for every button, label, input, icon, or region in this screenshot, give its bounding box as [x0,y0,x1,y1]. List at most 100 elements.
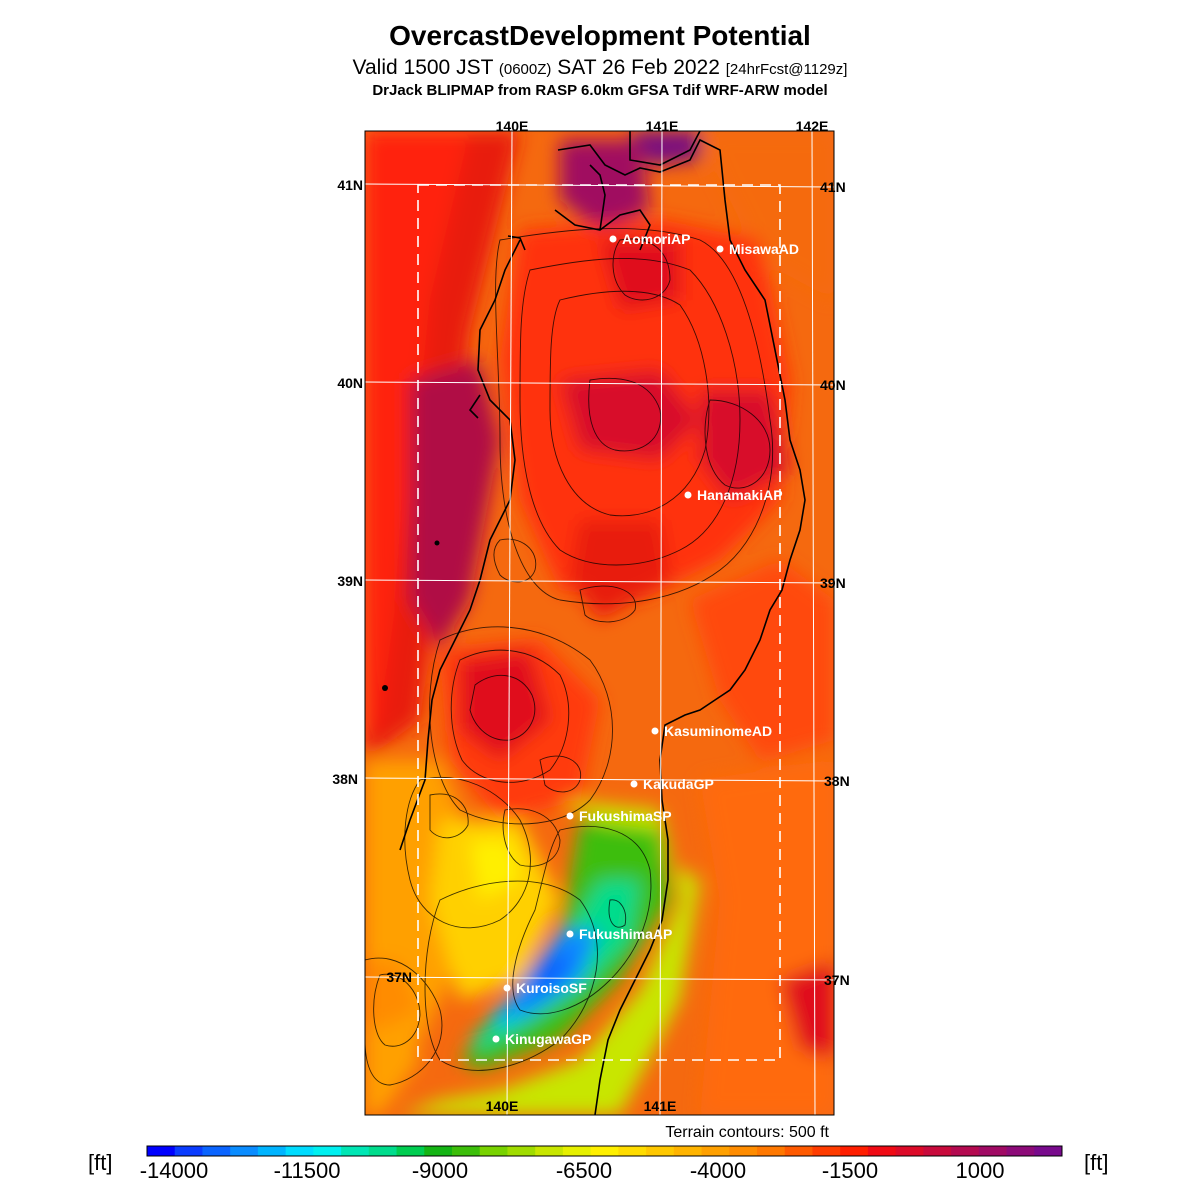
station-label: KasuminomeAD [664,723,772,739]
forecast-field [365,131,834,1115]
station-dot [566,812,574,820]
station-fukushimaap[interactable]: FukushimaAP [566,926,673,942]
legend-swatch [978,1146,1008,1156]
legend-swatch [673,1146,703,1156]
lat-label-right-41: 41N [820,179,846,195]
station-kuroisosf[interactable]: KuroisoSF [503,980,588,996]
legend-swatch [452,1146,481,1156]
legend-swatch [923,1146,952,1156]
legend-swatch [424,1146,453,1156]
station-dot [716,245,724,253]
legend-swatch [174,1146,203,1156]
legend-label: -11500 [274,1158,341,1183]
station-dot [566,930,574,938]
legend-swatch [313,1146,342,1156]
terrain-contour-note: Terrain contours: 500 ft [665,1124,829,1141]
legend-swatch [757,1146,786,1156]
legend-swatch [562,1146,592,1156]
lat-label-left-41: 41N [337,177,363,193]
station-kasuminomead[interactable]: KasuminomeAD [651,723,773,739]
legend-swatch [590,1146,619,1156]
legend-swatch [895,1146,924,1156]
inner-domain-box [417,184,781,1061]
legend-swatch [535,1146,564,1156]
legend-swatch [812,1146,841,1156]
lat-label-left-40: 40N [337,375,363,391]
legend-swatch [867,1146,897,1156]
station-dot [684,491,692,499]
station-dot [609,235,617,243]
lat-label-right-38: 38N [824,773,850,789]
lat-label-right-40: 40N [820,377,846,393]
legend-swatch [646,1146,675,1156]
small-islands [382,540,440,691]
lat-label-right-37: 37N [824,972,850,988]
station-label: FukushimaAP [579,926,672,942]
legend-swatch [951,1146,980,1156]
lon-label-top-140: 140E [496,118,529,134]
legend-swatch [618,1146,647,1156]
legend-swatch [729,1146,758,1156]
map-frame [364,130,835,1116]
legend-swatch [1006,1146,1035,1156]
lon-label-bottom-141: 141E [644,1098,677,1114]
valid-time-line: Valid 1500 JST (0600Z) SAT 26 Feb 2022 [… [0,56,1200,80]
legend-label: -14000 [140,1158,209,1183]
legend-swatch [257,1146,287,1156]
lon-label-bottom-140: 140E [486,1098,519,1114]
station-dot [503,984,511,992]
axis-labels: 140E 141E 142E 140E 141E 41N 40N 39N 38N… [332,118,849,1114]
station-label: HanamakiAP [697,487,783,503]
station-label: MisawaAD [729,241,799,257]
lon-label-top-141: 141E [646,118,679,134]
legend-label: -1500 [822,1158,878,1183]
station-label: KinugawaGP [505,1031,591,1047]
station-dot [630,780,638,788]
stations: AomoriAP MisawaAD HanamakiAP KasuminomeA… [492,231,800,1047]
valid-utc: (0600Z) [498,61,552,78]
legend-swatch [840,1146,869,1156]
lat-label-left-39: 39N [337,573,363,589]
valid-prefix: Valid 1500 JST [352,56,494,79]
lon-label-top-142: 142E [796,118,829,134]
legend-swatch [507,1146,536,1156]
station-aomoriap[interactable]: AomoriAP [609,231,691,247]
legend-swatch [202,1146,231,1156]
station-kakudagp[interactable]: KakudaGP [630,776,714,792]
lat-label-left-38: 38N [332,771,358,787]
legend-label: -6500 [556,1158,612,1183]
station-label: AomoriAP [622,231,690,247]
legend-swatch [341,1146,370,1156]
station-hanamakiap[interactable]: HanamakiAP [684,487,783,503]
forecast-info: [24hrFcst@1129z] [725,61,848,78]
lat-label-left-37: 37N [386,969,412,985]
legend-swatch [368,1146,398,1156]
legend-frame [146,1145,1063,1157]
station-dot [492,1035,500,1043]
legend-swatch [285,1146,314,1156]
station-misawaad[interactable]: MisawaAD [716,241,800,257]
station-label: FukushimaSP [579,808,672,824]
legend-swatch [701,1146,730,1156]
legend-swatch [230,1146,259,1156]
lat-lon-grid [365,131,834,1115]
legend-swatches [147,1146,1063,1156]
terrain-contours [365,228,773,1086]
legend-unit-left: [ft] [88,1150,113,1175]
model-info: DrJack BLIPMAP from RASP 6.0km GFSA Tdif… [372,82,828,99]
station-label: KuroisoSF [516,980,587,996]
legend-swatch [396,1146,425,1156]
station-fukushimasp[interactable]: FukushimaSP [566,808,672,824]
station-kinugawagp[interactable]: KinugawaGP [492,1031,592,1047]
legend-label: -4000 [690,1158,746,1183]
legend-swatch [479,1146,508,1156]
legend-swatch [147,1146,176,1156]
legend-label: 1000 [956,1158,1005,1183]
station-label: KakudaGP [643,776,714,792]
map-title: OvercastDevelopment Potential [389,20,811,51]
legend-swatch [1034,1146,1063,1156]
legend-label: -9000 [412,1158,468,1183]
legend-unit-right: [ft] [1084,1150,1109,1175]
